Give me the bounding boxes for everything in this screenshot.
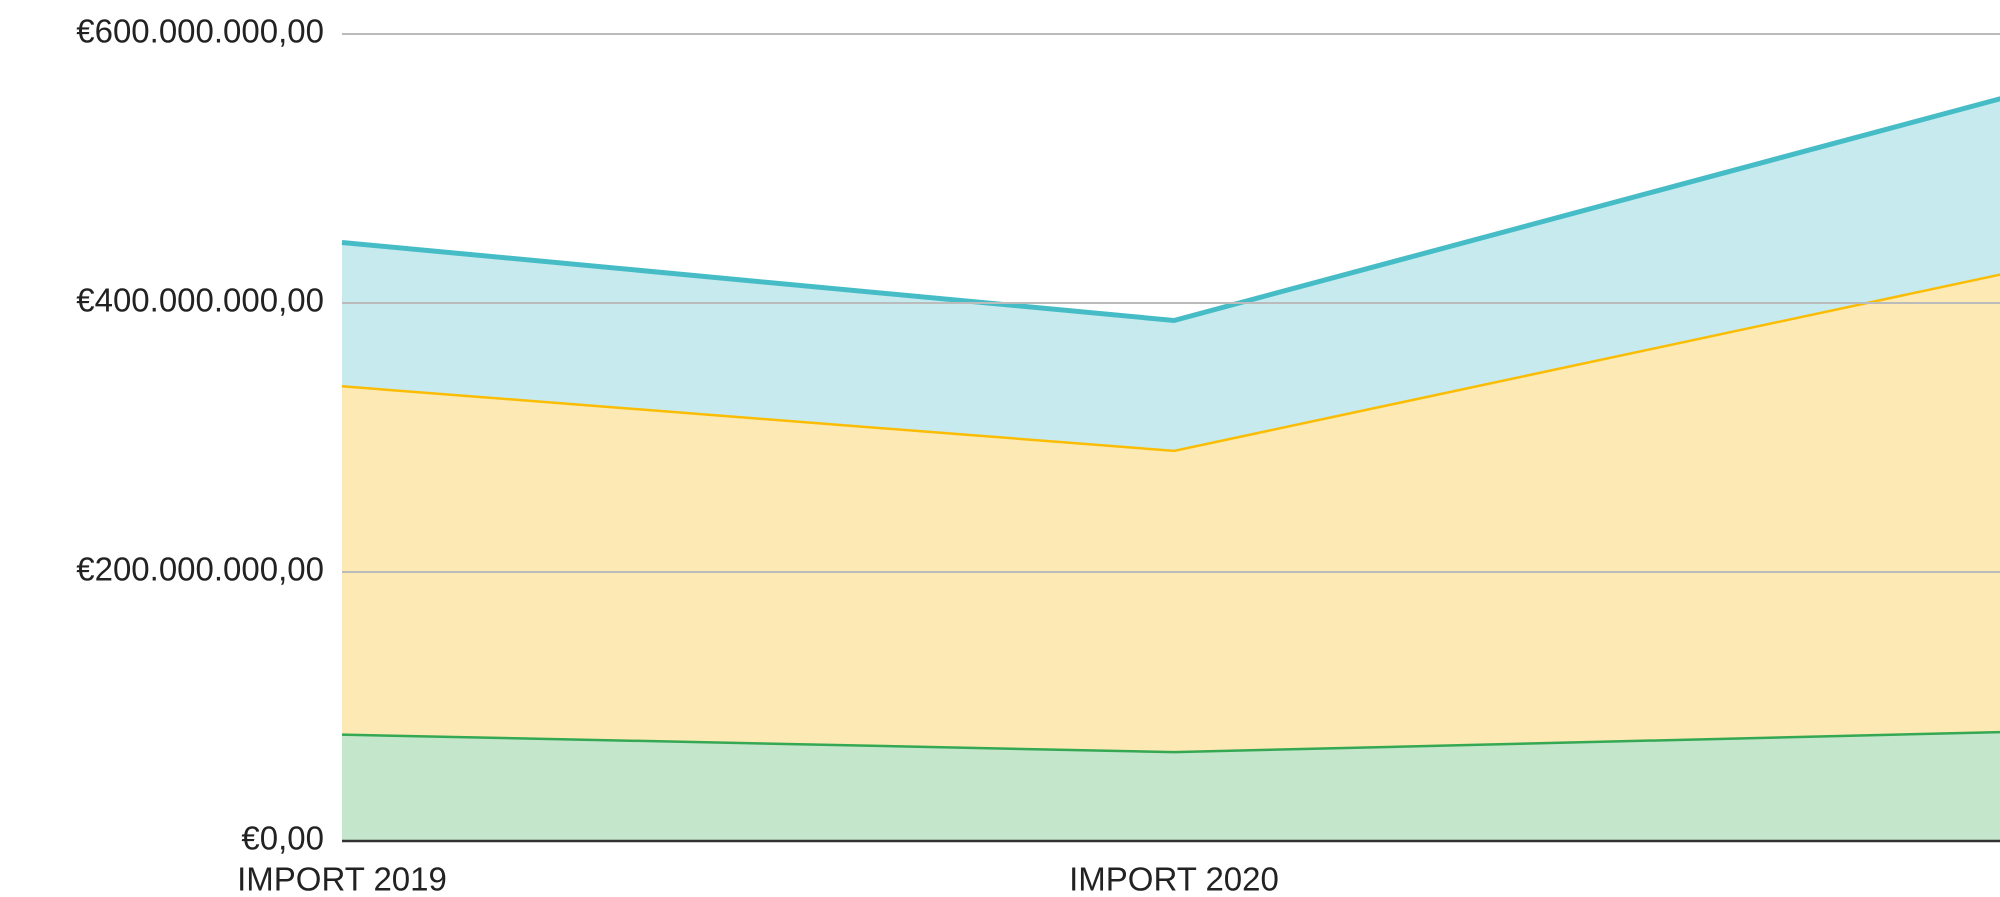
y-tick-label: €600.000.000,00 bbox=[76, 13, 324, 50]
y-tick-label: €400.000.000,00 bbox=[76, 282, 324, 319]
y-tick-label: €0,00 bbox=[241, 820, 324, 857]
y-tick-label: €200.000.000,00 bbox=[76, 551, 324, 588]
area bbox=[342, 273, 2000, 751]
x-tick-label: IMPORT 2020 bbox=[1069, 861, 1279, 897]
area-line bbox=[341, 96, 2000, 324]
x-tick-label: IMPORT 2019 bbox=[237, 861, 447, 897]
area bbox=[342, 98, 2000, 450]
area bbox=[342, 730, 2000, 841]
